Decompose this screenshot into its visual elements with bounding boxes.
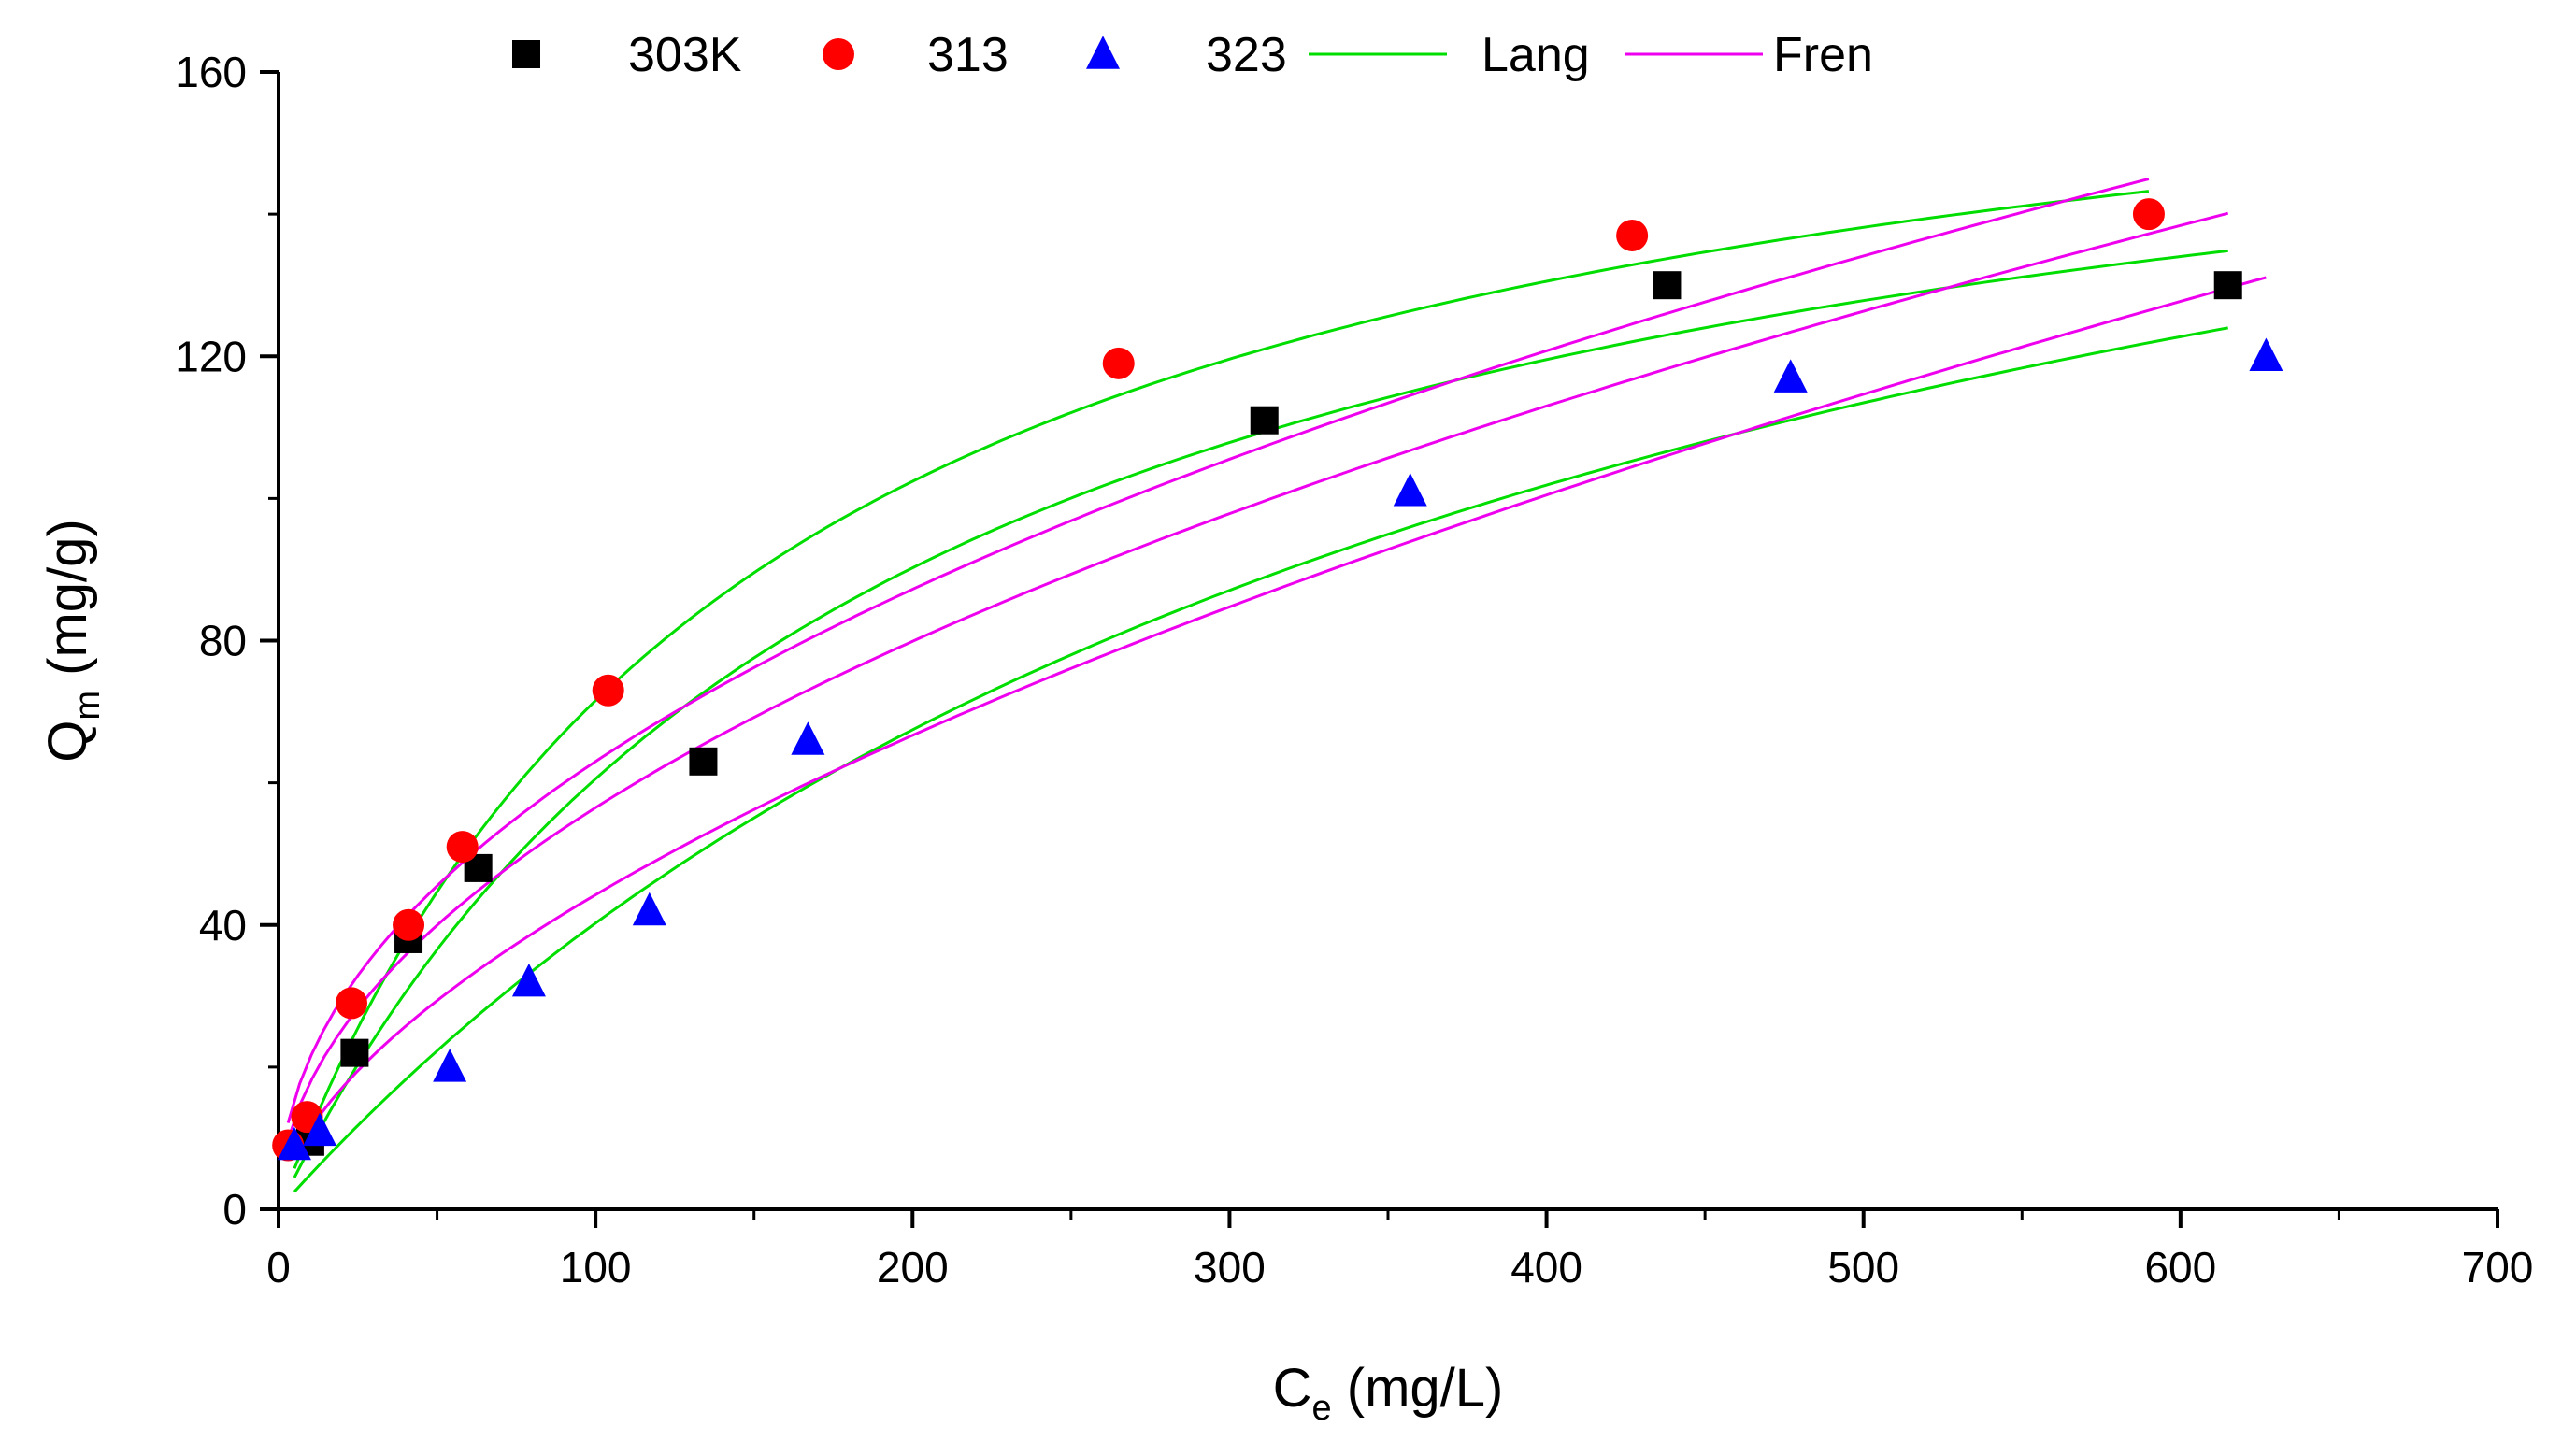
data-point-323 xyxy=(1393,473,1427,507)
fit-curves xyxy=(286,178,2267,1193)
data-point-313 xyxy=(446,831,479,864)
legend-symbol-313 xyxy=(823,38,854,70)
axis-titles: Ce (mg/L) Qm (mg/g) xyxy=(37,519,1503,1428)
data-point-323 xyxy=(511,963,546,997)
y-tick-label: 80 xyxy=(199,617,247,665)
x-tick-label: 400 xyxy=(1510,1243,1582,1292)
y-tick-label: 40 xyxy=(199,901,247,949)
fren-fit-curve-303k xyxy=(286,211,2229,1141)
fren-fit-curve-323 xyxy=(293,276,2267,1157)
lang-fit-curve-323 xyxy=(293,326,2228,1193)
data-point-313 xyxy=(2132,198,2165,231)
x-tick-label: 200 xyxy=(877,1243,949,1292)
data-point-313 xyxy=(1616,219,1649,251)
data-point-323 xyxy=(791,721,825,755)
legend-symbol-323 xyxy=(1086,36,1120,69)
x-tick-label: 0 xyxy=(266,1243,291,1292)
y-tick-label: 160 xyxy=(175,48,247,96)
data-point-303k xyxy=(340,1038,369,1067)
y-tick-label: 120 xyxy=(175,332,247,380)
legend-label-313: 313 xyxy=(927,28,1009,82)
legend-label-fren: Fren xyxy=(1773,28,1873,82)
legend-symbol-303k xyxy=(512,40,540,68)
x-tick-label: 700 xyxy=(2462,1243,2534,1292)
data-point-303k xyxy=(1250,406,1279,435)
legend-label-323: 323 xyxy=(1206,28,1287,82)
data-point-323 xyxy=(632,892,666,926)
legend-label-lang: Lang xyxy=(1481,28,1590,82)
x-tick-label: 100 xyxy=(560,1243,632,1292)
x-tick-label: 300 xyxy=(1194,1243,1266,1292)
legend-label-303k: 303K xyxy=(628,28,742,82)
data-point-323 xyxy=(2249,337,2283,371)
data-point-323 xyxy=(433,1049,467,1082)
data-point-313 xyxy=(393,908,425,941)
lang-fit-curve-313 xyxy=(293,190,2150,1169)
data-point-303k xyxy=(689,747,718,776)
x-tick-label: 600 xyxy=(2144,1243,2216,1292)
x-tick-label: 500 xyxy=(1827,1243,1899,1292)
axes: 0 100 200 300 400 500 600 700 0 40 80 120 160 xyxy=(175,48,2533,1292)
data-point-303k xyxy=(2213,271,2242,300)
data-point-323 xyxy=(1773,359,1808,393)
lang-fit-curve-303k xyxy=(293,249,2228,1178)
legend: 303K 313 323 Lang Fren xyxy=(512,28,1873,82)
data-point-303k xyxy=(1653,271,1682,300)
y-tick-label: 0 xyxy=(222,1185,247,1234)
data-point-313 xyxy=(1102,347,1135,379)
data-point-313 xyxy=(336,987,368,1020)
data-point-323 xyxy=(277,1126,311,1161)
y-axis-title: Qm (mg/g) xyxy=(37,519,107,762)
fren-fit-curve-313 xyxy=(286,178,2150,1124)
data-markers xyxy=(272,198,2283,1162)
x-axis-title: Ce (mg/L) xyxy=(1273,1358,1504,1428)
data-point-323 xyxy=(303,1112,337,1147)
data-point-313 xyxy=(592,674,624,707)
